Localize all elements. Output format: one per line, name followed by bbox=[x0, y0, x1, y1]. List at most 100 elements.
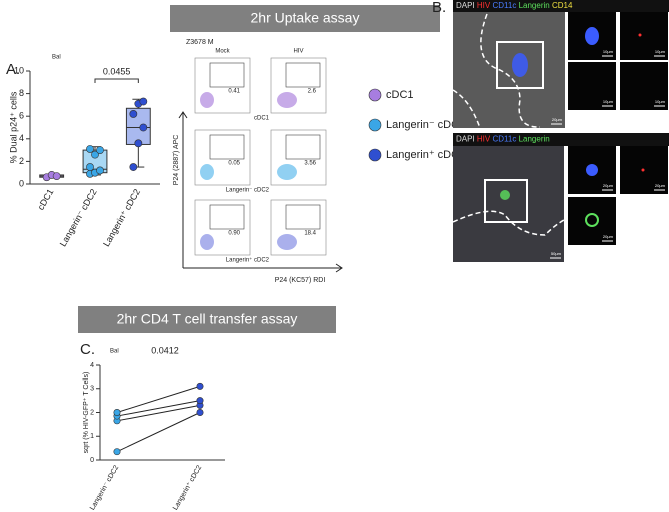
annotation: Bal bbox=[52, 55, 61, 61]
micrograph bbox=[453, 12, 565, 128]
gate bbox=[209, 62, 245, 88]
channel-name: DAPI bbox=[456, 1, 475, 10]
axis-arrow bbox=[178, 111, 188, 268]
significance-bracket bbox=[94, 78, 139, 83]
y-tick-label: 2 bbox=[90, 409, 94, 416]
cell bbox=[512, 53, 528, 77]
data-point bbox=[52, 172, 61, 180]
x-tick-label: Langerin⁺ cDC2 bbox=[172, 464, 203, 511]
pair-line bbox=[116, 385, 201, 413]
data-point bbox=[91, 150, 99, 159]
cell-population bbox=[277, 164, 297, 180]
banner bbox=[78, 306, 336, 333]
panel-label: C. bbox=[80, 341, 95, 358]
channel-bar bbox=[453, 0, 669, 12]
tissue-border bbox=[452, 13, 541, 129]
channel-header: DAPI HIV CD11c Langerin CD14 bbox=[456, 1, 573, 10]
gate-value: 0.90 bbox=[228, 231, 240, 237]
y-tick-label: 10 bbox=[14, 65, 24, 75]
pair-line bbox=[116, 404, 201, 422]
data-point bbox=[196, 408, 204, 416]
cell-population bbox=[200, 92, 214, 108]
y-tick-label: 8 bbox=[19, 88, 24, 98]
cell bbox=[500, 190, 510, 200]
y-axis-label: % Dual p24⁺ cells bbox=[8, 91, 18, 163]
flow-column: HIV bbox=[293, 49, 303, 55]
banner-text: 2hr Uptake assay bbox=[251, 10, 360, 26]
scale-label: 20µm bbox=[655, 183, 666, 188]
data-point bbox=[86, 163, 94, 171]
gate-value: 3.56 bbox=[304, 161, 316, 167]
data-point bbox=[96, 166, 104, 175]
cell-population bbox=[277, 234, 297, 250]
scale-label: 10µm bbox=[655, 99, 666, 104]
micrograph bbox=[620, 62, 668, 110]
gate bbox=[285, 62, 321, 88]
micrograph bbox=[453, 146, 564, 262]
data-point bbox=[129, 163, 138, 171]
flow-column: Mock bbox=[215, 49, 230, 55]
flow-x-label: P24 (KC57) RDI bbox=[275, 277, 326, 284]
signal bbox=[641, 168, 645, 172]
gate bbox=[209, 134, 245, 160]
data-point bbox=[86, 145, 94, 153]
y-tick-label: 1 bbox=[90, 433, 94, 440]
data-point bbox=[96, 146, 104, 154]
cell-population bbox=[277, 92, 297, 108]
flow-row: cDC1 bbox=[254, 116, 270, 122]
legend-label: Langerin⁻ cDC2 bbox=[386, 119, 465, 131]
zoom-box bbox=[484, 179, 528, 223]
data-point bbox=[113, 448, 121, 456]
x-tick-label: Langerin⁺ cDC2 bbox=[101, 187, 142, 248]
pair-line bbox=[116, 400, 201, 417]
x-tick-label: Langerin⁻ cDC2 bbox=[58, 187, 99, 248]
x-tick-label: Langerin⁻ cDC2 bbox=[89, 464, 120, 511]
scale-label: 20µm bbox=[552, 117, 563, 122]
micrograph bbox=[568, 62, 616, 110]
channel-name: HIV bbox=[477, 1, 491, 10]
pair-line bbox=[116, 412, 201, 453]
scale-label: 50µm bbox=[551, 251, 562, 256]
y-tick-label: 0 bbox=[19, 178, 24, 188]
banner bbox=[170, 5, 440, 32]
y-tick-label: 2 bbox=[19, 156, 24, 166]
banner-text: 2hr CD4 T cell transfer assay bbox=[117, 311, 298, 327]
cell bbox=[585, 213, 599, 227]
data-point bbox=[139, 123, 148, 132]
data-point bbox=[196, 397, 204, 405]
legend-marker bbox=[368, 148, 382, 162]
y-tick-label: 0 bbox=[90, 457, 94, 464]
y-tick-label: 4 bbox=[19, 133, 24, 143]
gate-value: 0.41 bbox=[228, 89, 240, 95]
data-point bbox=[139, 97, 148, 106]
y-tick-label: 4 bbox=[90, 362, 94, 369]
channel-name: CD11c bbox=[492, 1, 516, 10]
channel-header: DAPI HIV CD11c Langerin bbox=[456, 135, 550, 144]
gate bbox=[285, 134, 321, 160]
gate bbox=[209, 204, 245, 230]
cell bbox=[586, 164, 598, 176]
scale-label: 10µm bbox=[603, 49, 614, 54]
scale-label: 10µm bbox=[603, 99, 614, 104]
panel-label: B. bbox=[432, 0, 446, 16]
micrograph bbox=[620, 12, 668, 60]
flow-sample: Z3678 M bbox=[186, 39, 214, 46]
gate-value: 18.4 bbox=[304, 231, 316, 237]
annotation: Bal bbox=[110, 349, 119, 355]
flow-y-label: P24 (2887) APC bbox=[173, 135, 180, 186]
gate bbox=[285, 204, 321, 230]
legend-marker bbox=[368, 88, 382, 102]
flow-row: Langerin⁺ cDC2 bbox=[226, 257, 270, 264]
scale-label: 20µm bbox=[603, 234, 614, 239]
channel-name: DAPI bbox=[456, 135, 475, 144]
data-point bbox=[196, 382, 204, 390]
y-axis-label: sqrt (% HIV-GFP⁺ T Cells) bbox=[83, 372, 90, 454]
scale-label: 20µm bbox=[603, 183, 614, 188]
zoom-box bbox=[496, 41, 544, 89]
p-value: 0.0455 bbox=[103, 66, 131, 76]
y-tick-label: 6 bbox=[19, 111, 24, 121]
cell bbox=[585, 27, 599, 45]
channel-name: Langerin bbox=[519, 135, 550, 144]
channel-name: CD14 bbox=[552, 1, 573, 10]
